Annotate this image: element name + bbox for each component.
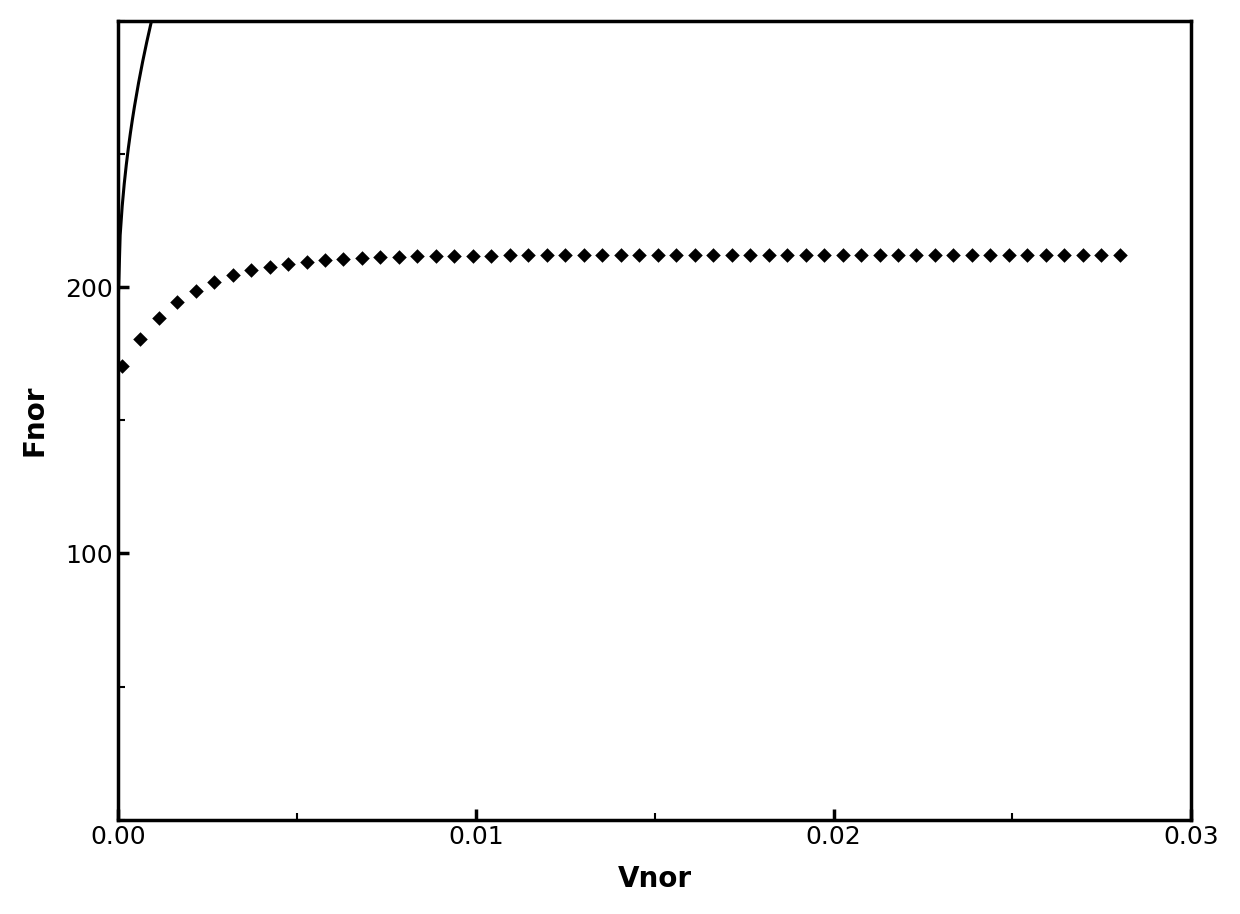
Point [981, 248, 1001, 262]
Point [574, 248, 594, 262]
Point [149, 311, 169, 325]
Point [1110, 248, 1130, 262]
Point [241, 263, 260, 278]
Point [1091, 248, 1111, 262]
Point [500, 248, 520, 262]
Point [481, 249, 501, 263]
Point [815, 248, 835, 262]
Point [962, 248, 982, 262]
Point [371, 250, 391, 264]
Point [1054, 248, 1074, 262]
Point [112, 358, 131, 373]
Point [223, 268, 243, 282]
Point [259, 260, 279, 274]
Point [722, 248, 742, 262]
Point [1018, 248, 1038, 262]
Point [334, 251, 353, 266]
Point [130, 331, 150, 345]
Point [647, 248, 667, 262]
Point [888, 248, 908, 262]
Point [666, 248, 686, 262]
Point [906, 248, 926, 262]
Point [944, 248, 963, 262]
Point [556, 248, 575, 262]
Point [389, 250, 409, 264]
Point [593, 248, 613, 262]
Point [777, 248, 797, 262]
Point [205, 274, 224, 289]
Point [759, 248, 779, 262]
X-axis label: Vnor: Vnor [618, 866, 692, 893]
Point [352, 250, 372, 265]
Point [684, 248, 704, 262]
Point [832, 248, 852, 262]
Point [278, 257, 298, 271]
Point [408, 249, 428, 263]
Point [537, 248, 557, 262]
Point [630, 248, 650, 262]
Point [315, 252, 335, 267]
Point [463, 249, 482, 263]
Point [1073, 248, 1092, 262]
Point [1035, 248, 1055, 262]
Point [703, 248, 723, 262]
Y-axis label: Fnor: Fnor [21, 385, 48, 456]
Point [518, 248, 538, 262]
Point [167, 295, 187, 310]
Point [869, 248, 889, 262]
Point [925, 248, 945, 262]
Point [851, 248, 870, 262]
Point [999, 248, 1019, 262]
Point [186, 283, 206, 298]
Point [740, 248, 760, 262]
Point [796, 248, 816, 262]
Point [444, 249, 464, 263]
Point [427, 249, 446, 263]
Point [296, 254, 316, 269]
Point [611, 248, 631, 262]
